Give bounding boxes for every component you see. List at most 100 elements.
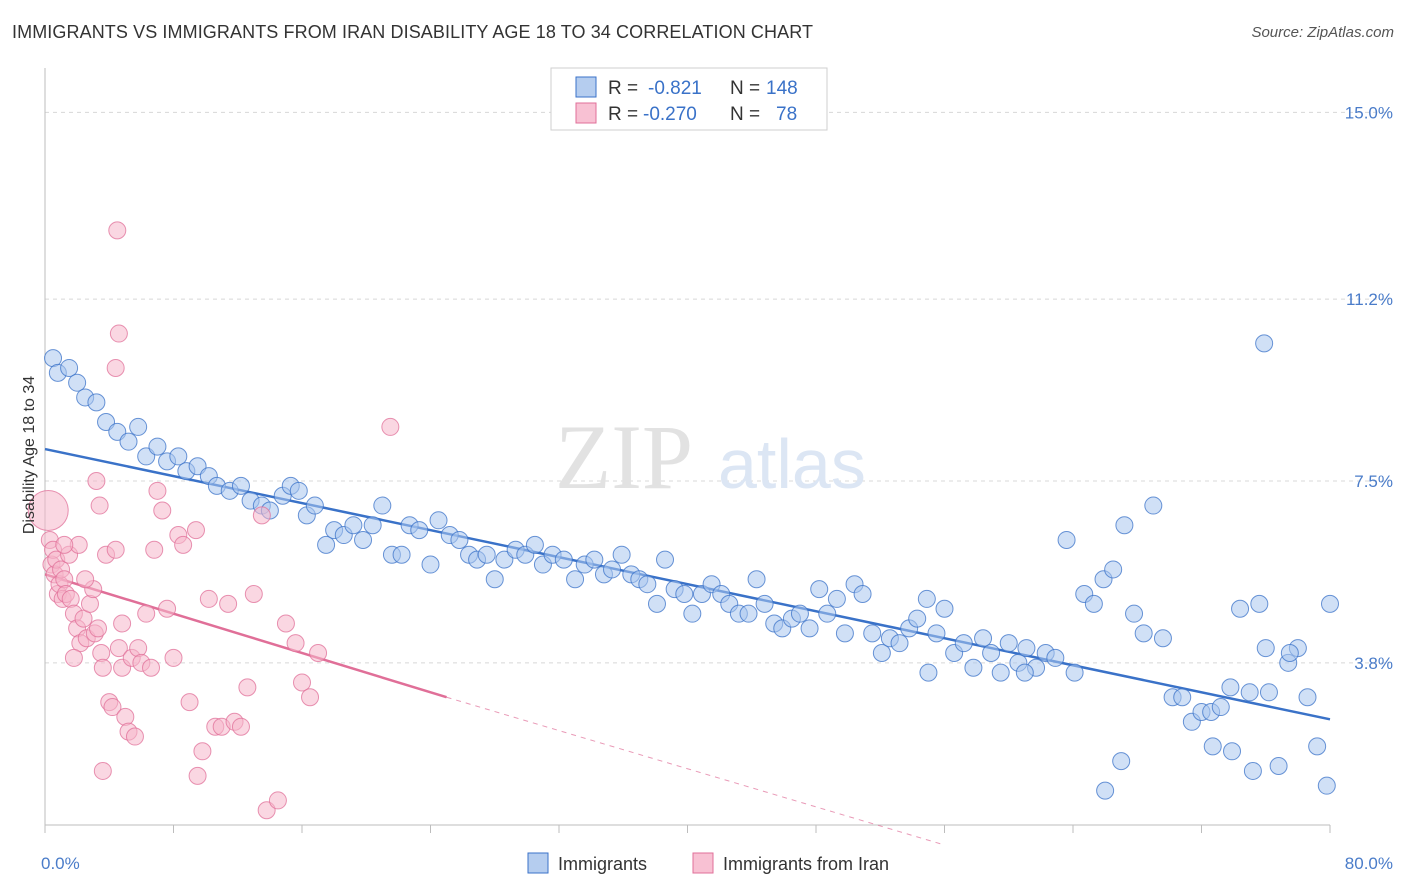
iran-point-71 <box>188 766 207 785</box>
immigrants-point-115 <box>1125 604 1144 623</box>
immigrants-point-134 <box>1308 737 1327 756</box>
immigrants-point-38 <box>410 521 429 540</box>
immigrants-point-114 <box>1115 516 1134 535</box>
iran-point-53 <box>219 594 238 613</box>
iran-point-40 <box>142 658 161 677</box>
immigrants-point-90 <box>890 634 909 653</box>
immigrants-point-136 <box>1096 781 1115 800</box>
immigrants-point-145 <box>1015 663 1034 682</box>
immigrants-point-58 <box>603 560 622 579</box>
legend-box: R = -0.821 N = 148 R = -0.270 N = 78 <box>550 67 828 131</box>
iran-point-57 <box>244 585 263 604</box>
iran-point-67 <box>109 324 128 343</box>
immigrants-point-27 <box>305 496 324 515</box>
iran-point-46 <box>174 535 193 554</box>
legend-n-label-2: N = <box>730 104 760 125</box>
immigrants-point-130 <box>1269 757 1288 776</box>
immigrants-point-36 <box>392 545 411 564</box>
immigrants-point-129 <box>1259 683 1278 702</box>
watermark-zip: ZIP <box>555 406 693 508</box>
immigrants-point-54 <box>566 570 585 589</box>
immigrants-point-28 <box>317 535 336 554</box>
iran-point-23 <box>87 471 106 490</box>
immigrants-point-140 <box>1243 761 1262 780</box>
immigrants-point-126 <box>1231 599 1250 618</box>
iran-point-26 <box>93 658 112 677</box>
immigrants-point-31 <box>344 516 363 535</box>
iran-point-30 <box>106 540 125 559</box>
axes <box>44 68 1331 833</box>
immigrants-point-93 <box>917 589 936 608</box>
y-axis-title: Disability Age 18 to 34 <box>21 376 38 534</box>
immigrants-point-67 <box>683 604 702 623</box>
data-points <box>27 221 1339 820</box>
legend-r-label-2: R = <box>608 104 638 125</box>
immigrants-point-74 <box>747 570 766 589</box>
immigrants-point-53 <box>554 550 573 569</box>
immigrants-point-64 <box>656 550 675 569</box>
immigrants-point-13 <box>169 447 188 466</box>
source-label: Source: ZipAtlas.com <box>1251 24 1394 41</box>
immigrants-point-107 <box>1046 648 1065 667</box>
immigrants-point-99 <box>974 629 993 648</box>
immigrants-point-142 <box>1280 643 1299 662</box>
iran-point-73 <box>76 570 95 589</box>
immigrants-point-84 <box>835 624 854 643</box>
immigrants-point-92 <box>908 609 927 628</box>
immigrants-point-86 <box>853 585 872 604</box>
iran-point-63 <box>293 673 311 692</box>
immigrants-point-139 <box>1223 742 1242 761</box>
immigrants-point-5 <box>87 393 106 412</box>
immigrants-point-83 <box>827 589 846 608</box>
immigrants-point-33 <box>363 516 382 535</box>
y-tick-labels: 3.8% 7.5% 11.2% 15.0% <box>1345 103 1393 672</box>
immigrants-point-104 <box>1017 639 1036 658</box>
immigrants-point-59 <box>612 545 631 564</box>
immigrants-point-98 <box>964 658 983 677</box>
iran-point-43 <box>158 599 177 618</box>
iran-point-49 <box>193 742 212 761</box>
immigrants-point-138 <box>1203 737 1222 756</box>
iran-point-29 <box>103 698 122 717</box>
immigrants-point-32 <box>354 530 373 549</box>
iran-point-13 <box>61 589 80 608</box>
iran-point-62 <box>286 634 305 653</box>
bottom-legend-swatch-iran <box>692 852 714 874</box>
iran-point-42 <box>153 501 172 520</box>
iran-point-74 <box>89 619 108 638</box>
x-tick-labels: 0.0% 80.0% <box>41 854 1393 873</box>
iran-trend-line <box>44 573 447 699</box>
immigrants-point-128 <box>1250 594 1269 613</box>
iran-point-58 <box>252 506 271 525</box>
y-tick-label-0: 3.8% <box>1354 654 1393 673</box>
iran-point-33 <box>116 707 135 726</box>
iran-point-60 <box>268 791 287 810</box>
immigrants-point-82 <box>818 604 837 623</box>
immigrants-point-124 <box>1211 698 1230 717</box>
x-tick-label-0: 0.0% <box>41 854 80 873</box>
immigrants-point-3 <box>68 373 87 392</box>
y-tick-label-3: 15.0% <box>1345 103 1393 122</box>
immigrants-point-80 <box>800 619 819 638</box>
iran-point-72 <box>55 535 74 554</box>
y-tick-label-2: 11.2% <box>1346 290 1393 309</box>
immigrants-point-50 <box>525 535 544 554</box>
iran-point-56 <box>238 678 257 697</box>
immigrants-point-100 <box>982 643 1001 662</box>
immigrants-point-62 <box>638 575 657 594</box>
immigrants-point-46 <box>485 570 504 589</box>
iran-trend-extension <box>446 696 945 846</box>
immigrants-point-137 <box>1112 752 1131 771</box>
y-tick-label-1: 7.5% <box>1354 472 1393 491</box>
immigrants-point-39 <box>421 555 440 574</box>
iran-point-24 <box>90 496 109 515</box>
immigrants-point-66 <box>675 585 694 604</box>
iran-point-50 <box>199 589 218 608</box>
immigrants-point-9 <box>129 417 148 436</box>
immigrants-point-63 <box>647 594 666 613</box>
iran-point-55 <box>231 717 250 736</box>
immigrants-point-79 <box>790 604 809 623</box>
iran-point-65 <box>309 643 328 662</box>
immigrants-point-40 <box>429 511 448 530</box>
immigrants-point-102 <box>999 634 1018 653</box>
